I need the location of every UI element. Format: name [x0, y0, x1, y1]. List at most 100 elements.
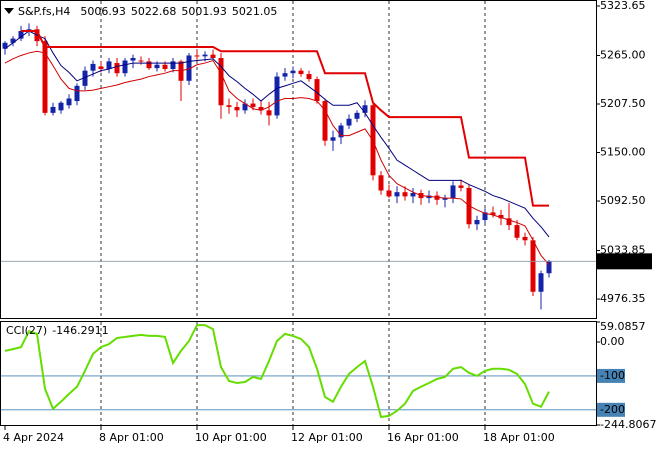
candle-body [330, 137, 336, 141]
candle-body [234, 106, 240, 111]
y-tick-label: 59.0857 [600, 320, 646, 333]
x-tick-label: 10 Apr 01:00 [195, 431, 267, 444]
candle-body [410, 193, 416, 197]
y-tick-label: 4976.35 [600, 292, 646, 305]
candle-body [74, 85, 80, 102]
candle-body [538, 273, 544, 292]
candle-body [66, 98, 72, 106]
indicator-header: CCI(27) -146.2911 [6, 324, 109, 337]
candle-body [378, 175, 384, 191]
header-arrow [4, 8, 14, 14]
last-low: 5001.93 [181, 5, 227, 18]
last-price-label: 5021.05 [601, 254, 647, 267]
y-tick-label: 5207.50 [600, 97, 646, 110]
main-panel [0, 0, 597, 319]
candle-body [210, 54, 216, 59]
candle-body [162, 64, 168, 69]
candle-body [450, 185, 456, 199]
candle-body [58, 102, 64, 111]
cci-line [4, 324, 550, 419]
last-high: 5022.68 [131, 5, 177, 18]
indicator-line [4, 30, 550, 238]
y-tick-label: -100 [600, 369, 625, 382]
candle-body [458, 185, 464, 188]
x-tick-label: 16 Apr 01:00 [387, 431, 459, 444]
candle-body [354, 112, 360, 119]
candle-body [298, 70, 304, 75]
y-tick-label: -200 [600, 403, 625, 416]
level-label-box [597, 402, 625, 417]
y-tick-label: 5033.85 [600, 244, 646, 257]
candle-body [122, 60, 128, 74]
candle-body [290, 70, 296, 74]
candle-body [2, 42, 8, 49]
candle-body [482, 212, 488, 221]
candle-body [82, 70, 88, 86]
y-tick-label: 5323.65 [600, 0, 646, 12]
candle-body [314, 79, 320, 102]
candle-body [146, 61, 152, 69]
candle-body [250, 103, 256, 107]
indicator-line [4, 50, 550, 266]
candle-body [98, 66, 104, 69]
level-label-box [597, 368, 625, 383]
candle-body [10, 38, 16, 43]
candle-body [186, 55, 192, 81]
plot-layer: 4 Apr 2024 8 Apr 01:00 10 Apr 01:00 12 Apr … [1, 0, 656, 444]
candle-body [490, 212, 496, 215]
candle-body [218, 58, 224, 106]
candle-body [18, 30, 24, 39]
x-tick-label: 12 Apr 01:00 [291, 431, 363, 444]
candle-body [274, 76, 280, 116]
candle-body [42, 41, 48, 113]
candle-body [114, 63, 120, 74]
candle-body [514, 225, 520, 238]
candle-body [138, 60, 144, 62]
candle-body [194, 55, 200, 57]
x-tick-label: 8 Apr 01:00 [99, 431, 164, 444]
candle-body [130, 58, 136, 61]
candle-body [266, 110, 272, 116]
x-tick-label: 4 Apr 2024 [3, 431, 64, 444]
candle-body [394, 192, 400, 197]
candle-body [258, 106, 264, 111]
x-tick-label: 18 Apr 01:00 [483, 431, 555, 444]
last-close: 5021.05 [232, 5, 278, 18]
candle-body [282, 73, 288, 77]
chart-title: S&P.fs,H4 [18, 5, 70, 18]
y-tick-label: -244.8067 [600, 418, 656, 431]
y-tick-label: 5092.50 [600, 194, 646, 207]
candle-body [226, 105, 232, 107]
candle-body [338, 125, 344, 138]
candle-body [530, 240, 536, 292]
candle-body [346, 118, 352, 126]
candle-body [546, 261, 552, 274]
indicator-title: CCI(27) [6, 324, 47, 337]
candle-body [154, 64, 160, 69]
candle-body [506, 218, 512, 226]
y-tick-label: 5150.00 [600, 146, 646, 159]
candle-body [242, 103, 248, 111]
last-price-box [597, 253, 652, 270]
candle-body [474, 220, 480, 225]
candle-body [202, 54, 208, 57]
candle-body [402, 192, 408, 197]
indicator-last: -146.2911 [52, 324, 108, 337]
candle-body [522, 236, 528, 241]
candle-body [442, 198, 448, 200]
candle-body [90, 63, 96, 71]
candle-body [106, 61, 112, 69]
y-tick-label: 5265.00 [600, 48, 646, 61]
y-tick-label: 0.00 [600, 335, 625, 348]
candle-body [498, 214, 504, 219]
candle-body [50, 106, 56, 113]
candle-body [386, 190, 392, 197]
candle-body [306, 74, 312, 80]
candle-body [322, 101, 328, 141]
indicator-line [21, 29, 549, 207]
header: S&P.fs,H4 5006.93 5022.68 5001.93 5021.05 [18, 5, 277, 18]
candle-body [362, 105, 368, 113]
candle-body [170, 61, 176, 69]
